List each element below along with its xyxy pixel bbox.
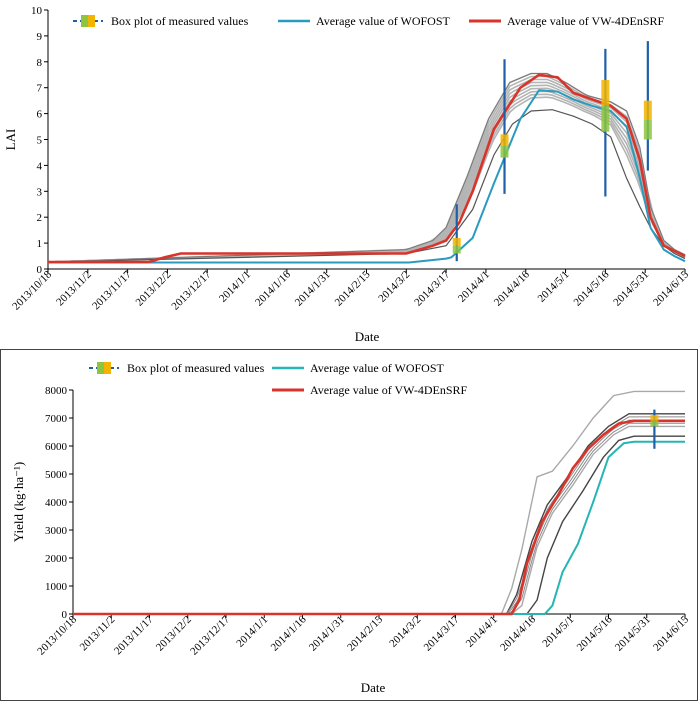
- y-tick-label: 1: [37, 238, 43, 250]
- box-lower-quartile: [650, 420, 659, 427]
- box-upper-quartile: [500, 134, 509, 146]
- y-tick-label: 0: [62, 609, 68, 621]
- vw-4denssrf-average-line: [48, 73, 686, 264]
- x-tick-label: 2014/3/2: [387, 614, 423, 650]
- y-tick-label: 5000: [45, 469, 68, 481]
- legend-box-upper-symbol: [104, 362, 111, 374]
- x-tick-label: 2014/5/1: [540, 614, 576, 650]
- y-tick-label: 2: [37, 212, 43, 224]
- x-tick-label: 2014/1/31: [293, 269, 333, 309]
- y-tick-label: 3000: [45, 525, 68, 537]
- box-lower-quartile: [500, 145, 509, 158]
- ensemble-member-line: [47, 90, 686, 263]
- lai-chart-panel: 0 1 2 3 4 5 6 7 8 9 10 2013/10/18 2013/11/2 2013/11/1…: [0, 0, 698, 346]
- y-tick-label: 7: [37, 83, 43, 95]
- y-tick-label: 6: [37, 109, 43, 121]
- wofost-average-line: [48, 89, 686, 264]
- ensemble-low-line: [47, 109, 686, 263]
- y-tick-label: 1000: [45, 581, 68, 593]
- x-tick-label: 2014/1/1: [217, 269, 253, 305]
- box-upper-quartile: [643, 100, 652, 121]
- ensemble-member-line: [73, 435, 685, 615]
- x-tick-label: 2014/1/16: [269, 613, 309, 653]
- y-tick-label: 9: [37, 31, 43, 43]
- yield-chart: 0 1000 2000 3000 4000 5000 6000 7000 8000 2013/10…: [11, 361, 691, 695]
- ensemble-member-line: [73, 425, 685, 615]
- y-tick-label: 7000: [45, 413, 68, 425]
- x-tick-label: 2013/12/17: [169, 268, 213, 312]
- x-tick-label: 2014/1/1: [234, 614, 270, 650]
- x-tick-label: 2013/11/17: [90, 268, 134, 312]
- lai-chart: 0 1 2 3 4 5 6 7 8 9 10 2013/10/18 2013/11/22013/11/1…: [3, 5, 691, 344]
- wofost-average-line: [73, 440, 685, 615]
- x-tick-label: 2014/5/16: [571, 268, 611, 308]
- x-tick-label: 2013/12/2: [134, 269, 174, 309]
- vw-4denssrf-average-line: [73, 419, 685, 616]
- x-tick-label: 2013/11/17: [112, 613, 156, 657]
- x-tick-label: 2014/4/16: [498, 613, 538, 653]
- legend-label: Average value of VW-4DEnSRF: [310, 383, 468, 397]
- x-tick-label: 2014/4/16: [492, 268, 532, 308]
- ensemble-high-line: [47, 73, 686, 263]
- y-tick-label: 8000: [45, 385, 68, 397]
- x-tick-label: 2014/3/17: [412, 268, 452, 308]
- x-tick-label: 2014/5/1: [536, 269, 572, 305]
- x-tick-label: 2014/6/15: [651, 613, 691, 653]
- x-tick-label: 2013/12/2: [154, 614, 194, 654]
- x-tick-label: 2014/5/31: [613, 614, 653, 654]
- ensemble-member-line: [73, 422, 685, 615]
- y-tick-label: 4000: [45, 497, 68, 509]
- y-tick-label: 0: [37, 264, 43, 276]
- ensemble-member-line: [47, 93, 686, 263]
- ensemble-member-line: [73, 416, 685, 615]
- x-tick-label: 2013/11/2: [78, 614, 118, 654]
- box-upper-quartile: [601, 79, 610, 106]
- y-tick-label: 5: [37, 135, 43, 147]
- x-tick-label: 2013/10/18: [10, 268, 54, 312]
- x-tick-label: 2014/5/31: [611, 269, 651, 309]
- box-lower-quartile: [452, 245, 461, 254]
- x-axis-title: Date: [361, 680, 386, 695]
- x-tick-label: 2014/1/16: [253, 268, 293, 308]
- legend-label: Average value of WOFOST: [310, 361, 445, 375]
- legend-label: Average value of WOFOST: [316, 14, 451, 28]
- x-axis-title: Date: [355, 329, 380, 344]
- ensemble-member-line: [47, 72, 686, 263]
- x-tick-label: 2014/2/15: [333, 268, 373, 308]
- ensemble-member-line: [73, 419, 685, 615]
- ensemble-member-line: [73, 390, 685, 615]
- y-tick-label: 4: [37, 160, 43, 172]
- x-tick-label: 2014/3/17: [422, 613, 462, 653]
- x-tick-label: 2013/11/2: [54, 269, 94, 309]
- y-tick-label: 2000: [45, 553, 68, 565]
- box-upper-quartile: [650, 415, 659, 421]
- x-tick-label: 2014/5/16: [575, 613, 615, 653]
- legend-label: Box plot of measured values: [111, 14, 249, 28]
- legend-box-upper-symbol: [88, 15, 95, 27]
- yield-chart-panel: 0 1000 2000 3000 4000 5000 6000 7000 8000 2013/10…: [0, 349, 698, 701]
- y-tick-label: 10: [31, 5, 43, 17]
- y-tick-label: 8: [37, 57, 43, 69]
- x-tick-label: 2013/10/18: [35, 613, 79, 657]
- legend-box-lower-symbol: [97, 362, 104, 374]
- x-tick-label: 2014/2/15: [345, 613, 385, 653]
- legend-label: Box plot of measured values: [127, 361, 265, 375]
- box-lower-quartile: [643, 120, 652, 140]
- ensemble-member-line: [47, 96, 686, 263]
- x-tick-label: 2014/4/1: [456, 269, 492, 305]
- y-tick-label: 6000: [45, 441, 68, 453]
- box-upper-quartile: [452, 237, 461, 246]
- y-tick-label: 3: [37, 186, 43, 198]
- ensemble-member-line: [73, 413, 685, 615]
- x-tick-label: 2014/3/2: [376, 269, 412, 305]
- legend-box-lower-symbol: [81, 15, 88, 27]
- y-axis-title: LAI: [3, 129, 18, 151]
- legend-label: Average value of VW-4DEnSRF: [507, 14, 665, 28]
- x-tick-label: 2013/12/17: [188, 613, 232, 657]
- x-tick-label: 2014/6/15: [651, 268, 691, 308]
- y-axis-title: Yield (kg·ha⁻¹): [11, 462, 26, 542]
- box-lower-quartile: [601, 105, 610, 132]
- x-tick-label: 2014/1/31: [307, 614, 347, 654]
- x-tick-label: 2014/4/1: [464, 614, 500, 650]
